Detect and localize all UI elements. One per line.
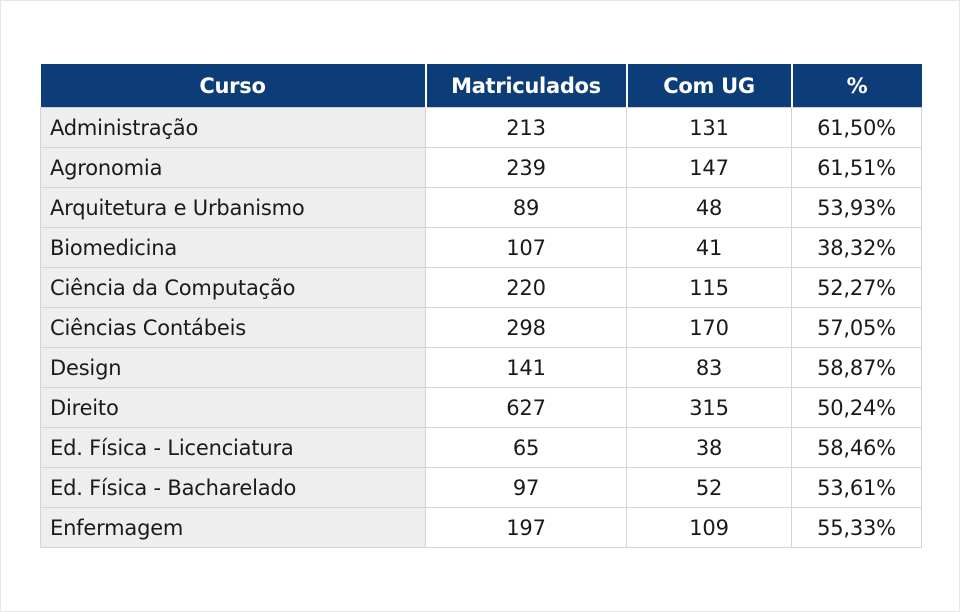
table-row: Ciências Contábeis 298 170 57,05% [40,307,922,348]
cell-com-ug: 115 [626,267,792,308]
header-row: Curso Matriculados Com UG % [40,64,922,108]
cell-curso: Ed. Física - Bacharelado [40,467,426,508]
cell-matriculados: 220 [425,267,627,308]
cell-matriculados: 107 [425,227,627,268]
cell-com-ug: 170 [626,307,792,348]
table-row: Administração 213 131 61,50% [40,107,922,148]
cell-percent: 58,46% [791,427,922,468]
cell-percent: 53,61% [791,467,922,508]
header-percent: % [791,64,922,108]
cell-percent: 55,33% [791,507,922,548]
table-row: Arquitetura e Urbanismo 89 48 53,93% [40,187,922,228]
cell-matriculados: 627 [425,387,627,428]
cell-matriculados: 65 [425,427,627,468]
table-row: Enfermagem 197 109 55,33% [40,507,922,548]
cell-percent: 61,51% [791,147,922,188]
enrollment-table: Curso Matriculados Com UG % Administraçã… [40,64,922,548]
cell-com-ug: 41 [626,227,792,268]
table-row: Biomedicina 107 41 38,32% [40,227,922,268]
cell-percent: 57,05% [791,307,922,348]
table-row: Design 141 83 58,87% [40,347,922,388]
cell-percent: 53,93% [791,187,922,228]
cell-curso: Biomedicina [40,227,426,268]
cell-curso: Design [40,347,426,388]
cell-com-ug: 147 [626,147,792,188]
cell-matriculados: 141 [425,347,627,388]
cell-matriculados: 97 [425,467,627,508]
cell-curso: Agronomia [40,147,426,188]
cell-matriculados: 239 [425,147,627,188]
cell-curso: Enfermagem [40,507,426,548]
header-curso: Curso [40,64,427,108]
cell-curso: Arquitetura e Urbanismo [40,187,426,228]
cell-percent: 38,32% [791,227,922,268]
cell-curso: Administração [40,107,426,148]
cell-com-ug: 109 [626,507,792,548]
cell-curso: Ciência da Computação [40,267,426,308]
table-row: Agronomia 239 147 61,51% [40,147,922,188]
cell-com-ug: 131 [626,107,792,148]
cell-percent: 58,87% [791,347,922,388]
cell-percent: 52,27% [791,267,922,308]
cell-curso: Ed. Física - Licenciatura [40,427,426,468]
cell-matriculados: 213 [425,107,627,148]
table-row: Direito 627 315 50,24% [40,387,922,428]
table-row: Ciência da Computação 220 115 52,27% [40,267,922,308]
header-matriculados: Matriculados [425,64,628,108]
cell-curso: Ciências Contábeis [40,307,426,348]
table-header: Curso Matriculados Com UG % [40,64,922,108]
cell-matriculados: 298 [425,307,627,348]
table-body: Administração 213 131 61,50% Agronomia 2… [40,107,922,548]
cell-matriculados: 89 [425,187,627,228]
cell-com-ug: 315 [626,387,792,428]
cell-com-ug: 52 [626,467,792,508]
cell-curso: Direito [40,387,426,428]
cell-matriculados: 197 [425,507,627,548]
header-com-ug: Com UG [626,64,793,108]
table-row: Ed. Física - Bacharelado 97 52 53,61% [40,467,922,508]
cell-com-ug: 83 [626,347,792,388]
table-row: Ed. Física - Licenciatura 65 38 58,46% [40,427,922,468]
cell-com-ug: 48 [626,187,792,228]
cell-percent: 61,50% [791,107,922,148]
cell-com-ug: 38 [626,427,792,468]
cell-percent: 50,24% [791,387,922,428]
